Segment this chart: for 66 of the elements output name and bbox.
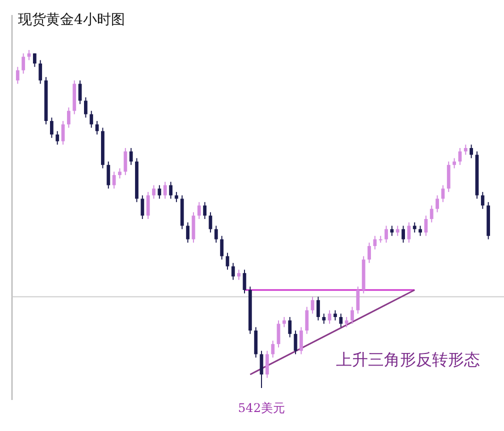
candlestick	[305, 306, 309, 334]
candlestick	[220, 235, 224, 260]
candlestick	[226, 252, 230, 270]
candlestick	[174, 191, 178, 203]
candlestick	[322, 313, 326, 324]
candlestick	[84, 96, 88, 118]
candlestick	[146, 191, 150, 220]
candlestick	[231, 262, 235, 280]
chart-title: 现货黄金4小时图	[18, 12, 125, 28]
candlestick	[407, 222, 411, 244]
candlestick	[158, 184, 162, 200]
candlestick	[112, 171, 116, 190]
candlestick	[186, 222, 190, 244]
candlestick	[390, 225, 394, 236]
candlestick	[480, 191, 484, 210]
candlestick	[339, 313, 343, 328]
candlestick	[310, 296, 314, 314]
candlestick	[169, 181, 172, 200]
candlestick	[368, 242, 371, 264]
candlestick	[237, 269, 241, 280]
candlestick	[140, 194, 144, 220]
candlestick	[50, 117, 54, 138]
candlestick	[446, 161, 450, 192]
candlestick	[124, 148, 128, 176]
candlestick	[373, 235, 377, 250]
candlestick	[436, 194, 439, 213]
candlestick	[214, 225, 218, 244]
candlestick	[350, 306, 354, 324]
candlestick	[90, 110, 94, 128]
candlestick	[203, 202, 206, 220]
candlestick	[412, 222, 416, 234]
annotation: 542美元	[238, 401, 285, 415]
candlestick	[197, 202, 201, 220]
candlestick	[300, 326, 303, 355]
candlestick	[129, 148, 133, 166]
candlestick	[163, 181, 167, 200]
candlestick	[328, 310, 332, 324]
candlestick	[334, 310, 337, 321]
candlestick	[67, 106, 70, 128]
candlestick	[282, 316, 286, 328]
candlestick	[402, 225, 405, 244]
candlestick	[56, 130, 60, 146]
candlestick	[32, 52, 36, 68]
candlestick	[254, 326, 258, 358]
candlestick	[384, 225, 388, 244]
candlestick	[27, 50, 31, 61]
candlestick	[22, 52, 26, 74]
candlestick	[265, 350, 269, 378]
candlestick	[118, 168, 122, 179]
candlestick	[152, 184, 156, 200]
candlestick	[38, 60, 42, 84]
candlestick	[396, 225, 400, 236]
candlestick	[288, 316, 292, 338]
candlestick	[344, 316, 348, 328]
annotation: 上升三角形反转形态	[336, 350, 480, 369]
candlestick	[95, 120, 99, 135]
candlestick	[430, 204, 434, 223]
candlestick	[316, 296, 320, 321]
candlestick	[271, 340, 275, 358]
candlestick	[452, 158, 456, 169]
candlestick	[464, 144, 468, 156]
candlestick	[418, 225, 422, 236]
candlestick	[470, 144, 474, 159]
candlestick	[16, 66, 20, 84]
candlestick	[106, 161, 110, 190]
candlestick	[356, 286, 360, 314]
